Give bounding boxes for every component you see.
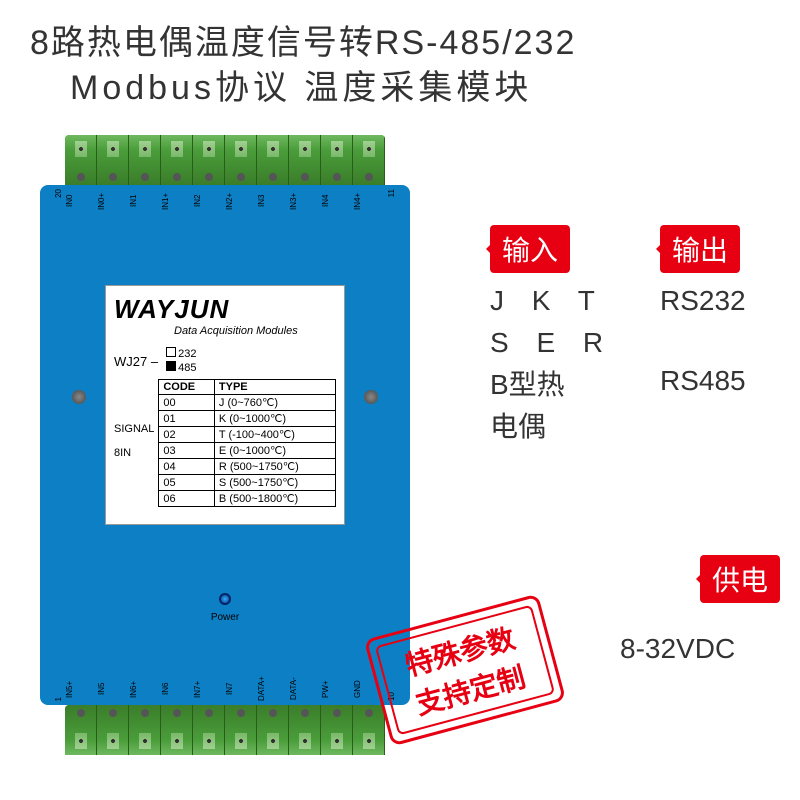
- brand-sub: Data Acquisition Modules: [174, 325, 336, 337]
- input-badge: 输入: [490, 225, 570, 273]
- brand: WAYJUN: [114, 294, 336, 325]
- input-text: B型热: [490, 364, 565, 406]
- power-led-icon: [219, 593, 231, 605]
- screw-icon: [364, 390, 378, 404]
- terminal-bottom: [65, 705, 385, 755]
- side-label: SIGNAL: [114, 417, 154, 441]
- input-text: 电偶: [490, 406, 546, 448]
- pin-labels-bottom: IN5+IN5 IN6+IN6 IN7+IN7 DATA+DATA- PW+GN…: [65, 675, 385, 703]
- page-title: 8路热电偶温度信号转RS-485/232: [30, 15, 576, 64]
- pin-num: 20: [54, 189, 63, 198]
- model-row: WJ27 – 232 485: [114, 347, 336, 375]
- input-text: S E R: [490, 322, 613, 364]
- pin-num: 11: [387, 189, 396, 197]
- output-badge: 输出: [660, 225, 740, 273]
- terminal-top: [65, 135, 385, 185]
- input-text: J K T: [490, 280, 605, 322]
- module-body: 20 11 IN4+IN4 IN3+IN3 IN2+IN2 IN1+IN1 IN…: [40, 185, 410, 705]
- output-text: RS232: [660, 280, 746, 322]
- page-subtitle: Modbus协议 温度采集模块: [70, 60, 532, 109]
- label-plate: WAYJUN Data Acquisition Modules WJ27 – 2…: [60, 240, 390, 570]
- spec-table: CODETYPE 00J (0~760℃) 01K (0~1000℃) 02T …: [158, 379, 336, 507]
- pin-labels-top: IN4+IN4 IN3+IN3 IN2+IN2 IN1+IN1 IN0+IN0: [65, 187, 385, 215]
- device-module: 20 11 IN4+IN4 IN3+IN3 IN2+IN2 IN1+IN1 IN…: [40, 135, 410, 755]
- power-text: 8-32VDC: [620, 628, 735, 670]
- output-text: RS485: [660, 360, 746, 402]
- screw-icon: [72, 390, 86, 404]
- power-label: Power: [211, 612, 239, 623]
- side-label: 8IN: [114, 441, 154, 465]
- power-badge: 供电: [700, 555, 780, 603]
- pin-num: 1: [54, 697, 63, 701]
